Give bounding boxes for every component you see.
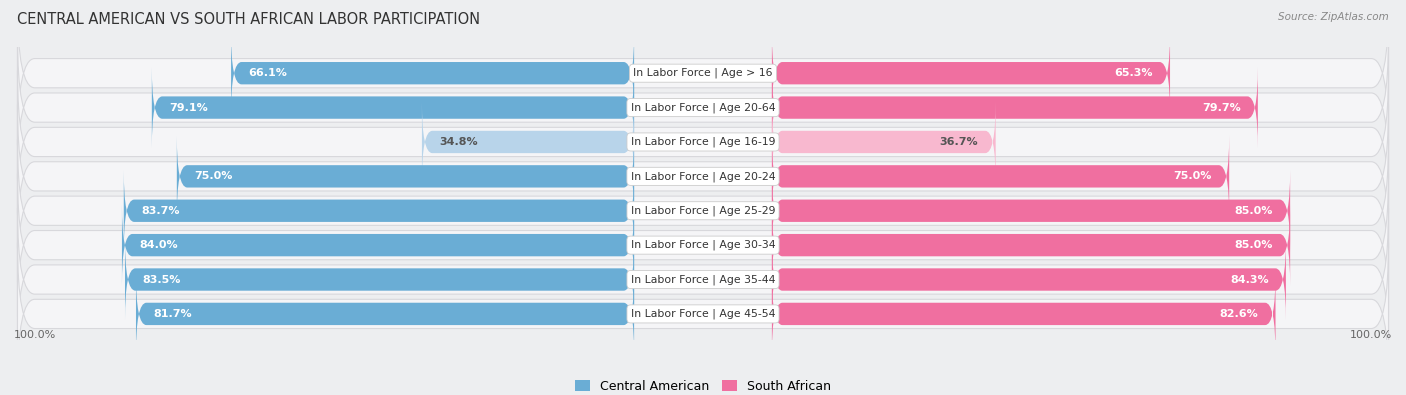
FancyBboxPatch shape: [17, 243, 1389, 385]
Text: 75.0%: 75.0%: [194, 171, 232, 181]
FancyBboxPatch shape: [17, 36, 1389, 179]
FancyBboxPatch shape: [772, 136, 1229, 217]
Text: 36.7%: 36.7%: [939, 137, 979, 147]
Text: In Labor Force | Age 16-19: In Labor Force | Age 16-19: [631, 137, 775, 147]
FancyBboxPatch shape: [125, 239, 634, 320]
Text: 79.7%: 79.7%: [1202, 103, 1240, 113]
Text: 84.3%: 84.3%: [1230, 275, 1268, 284]
FancyBboxPatch shape: [17, 2, 1389, 145]
Text: In Labor Force | Age 45-54: In Labor Force | Age 45-54: [631, 308, 775, 319]
FancyBboxPatch shape: [152, 67, 634, 148]
Text: In Labor Force | Age > 16: In Labor Force | Age > 16: [633, 68, 773, 79]
Text: 85.0%: 85.0%: [1234, 206, 1272, 216]
Text: CENTRAL AMERICAN VS SOUTH AFRICAN LABOR PARTICIPATION: CENTRAL AMERICAN VS SOUTH AFRICAN LABOR …: [17, 12, 479, 27]
FancyBboxPatch shape: [136, 273, 634, 354]
FancyBboxPatch shape: [177, 136, 634, 217]
Text: 84.0%: 84.0%: [139, 240, 177, 250]
Text: 65.3%: 65.3%: [1115, 68, 1153, 78]
FancyBboxPatch shape: [772, 239, 1286, 320]
Text: 83.7%: 83.7%: [141, 206, 180, 216]
FancyBboxPatch shape: [17, 71, 1389, 213]
Text: 83.5%: 83.5%: [142, 275, 180, 284]
FancyBboxPatch shape: [772, 102, 995, 182]
FancyBboxPatch shape: [17, 105, 1389, 248]
FancyBboxPatch shape: [772, 205, 1291, 286]
Text: 100.0%: 100.0%: [14, 330, 56, 340]
FancyBboxPatch shape: [17, 174, 1389, 316]
Text: In Labor Force | Age 25-29: In Labor Force | Age 25-29: [631, 205, 775, 216]
Text: 34.8%: 34.8%: [439, 137, 478, 147]
FancyBboxPatch shape: [122, 205, 634, 286]
FancyBboxPatch shape: [124, 170, 634, 251]
Text: 66.1%: 66.1%: [249, 68, 287, 78]
Text: 75.0%: 75.0%: [1174, 171, 1212, 181]
FancyBboxPatch shape: [772, 33, 1170, 114]
Text: In Labor Force | Age 20-64: In Labor Force | Age 20-64: [631, 102, 775, 113]
Text: Source: ZipAtlas.com: Source: ZipAtlas.com: [1278, 12, 1389, 22]
FancyBboxPatch shape: [772, 170, 1291, 251]
FancyBboxPatch shape: [231, 33, 634, 114]
Text: In Labor Force | Age 30-34: In Labor Force | Age 30-34: [631, 240, 775, 250]
Text: In Labor Force | Age 20-24: In Labor Force | Age 20-24: [631, 171, 775, 182]
Text: In Labor Force | Age 35-44: In Labor Force | Age 35-44: [631, 274, 775, 285]
FancyBboxPatch shape: [422, 102, 634, 182]
Text: 81.7%: 81.7%: [153, 309, 191, 319]
Text: 100.0%: 100.0%: [1350, 330, 1392, 340]
FancyBboxPatch shape: [17, 208, 1389, 351]
Text: 79.1%: 79.1%: [169, 103, 208, 113]
FancyBboxPatch shape: [772, 67, 1258, 148]
Text: 82.6%: 82.6%: [1219, 309, 1258, 319]
FancyBboxPatch shape: [17, 139, 1389, 282]
FancyBboxPatch shape: [772, 273, 1275, 354]
Legend: Central American, South African: Central American, South African: [569, 375, 837, 395]
Text: 85.0%: 85.0%: [1234, 240, 1272, 250]
